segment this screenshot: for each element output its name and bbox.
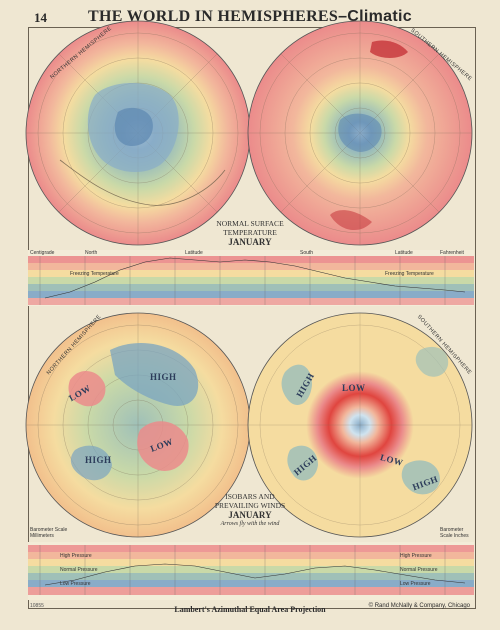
- pressure-south-map: [247, 312, 473, 538]
- temp-band-north-label: North: [85, 250, 98, 256]
- temp-band-south-label: South: [300, 250, 314, 256]
- pressure-north-map: [25, 312, 251, 538]
- temperature-legend-label: NORMAL SURFACE TEMPERATURE JANUARY: [215, 219, 285, 247]
- print-code: 10855: [30, 603, 44, 609]
- high-pressure-right-label: High Pressure: [400, 553, 432, 559]
- title-main: THE WORLD IN HEMISPHERES: [88, 8, 339, 25]
- temperature-north-map: [25, 20, 251, 246]
- low-pressure-left-label: Low Pressure: [60, 581, 91, 587]
- press-label-line2: PREVAILING WINDS: [214, 500, 286, 510]
- normal-pressure-right-label: Normal Pressure: [400, 567, 438, 573]
- press-band-right-label: Barometer Scale Inches: [440, 527, 469, 539]
- high-label-1: HIGH: [150, 372, 177, 382]
- temp-band-right-label: Fahrenheit: [440, 250, 464, 256]
- temp-band-latitude-label: Latitude: [185, 250, 203, 256]
- temp-label-line1: NORMAL SURFACE: [216, 219, 284, 228]
- page-number: 14: [34, 10, 47, 25]
- low-label-3: LOW: [342, 383, 366, 393]
- copyright-notice: © Rand McNally & Company, Chicago: [368, 603, 470, 609]
- freezing-left-label: Freezing Temperature: [70, 271, 119, 277]
- normal-pressure-left-label: Normal Pressure: [60, 567, 98, 573]
- temp-label-line3: JANUARY: [228, 237, 272, 247]
- low-pressure-right-label: Low Pressure: [400, 581, 431, 587]
- press-band-left-label: Barometer Scale Millimeters: [30, 527, 68, 539]
- map-frame: [28, 27, 476, 609]
- high-label-2: HIGH: [85, 455, 112, 465]
- temperature-latitude-band: [28, 250, 474, 306]
- press-label-line3: JANUARY: [228, 510, 272, 520]
- pressure-legend-label: ISOBARS AND PREVAILING WINDS JANUARY Arr…: [210, 492, 290, 528]
- projection-caption: Lambert's Azimuthal Equal Area Projectio…: [174, 605, 326, 614]
- pressure-latitude-band: [28, 542, 474, 600]
- freezing-right-label: Freezing Temperature: [385, 271, 434, 277]
- temp-band-latitude-label-2: Latitude: [395, 250, 413, 256]
- temp-label-line2: TEMPERATURE: [223, 227, 277, 237]
- temp-band-left-label: Centigrade: [30, 250, 55, 256]
- press-label-line1: ISOBARS AND: [225, 492, 275, 501]
- temperature-south-map: [247, 20, 473, 246]
- press-label-note: Arrows fly with the wind: [220, 520, 280, 527]
- high-pressure-left-label: High Pressure: [60, 553, 92, 559]
